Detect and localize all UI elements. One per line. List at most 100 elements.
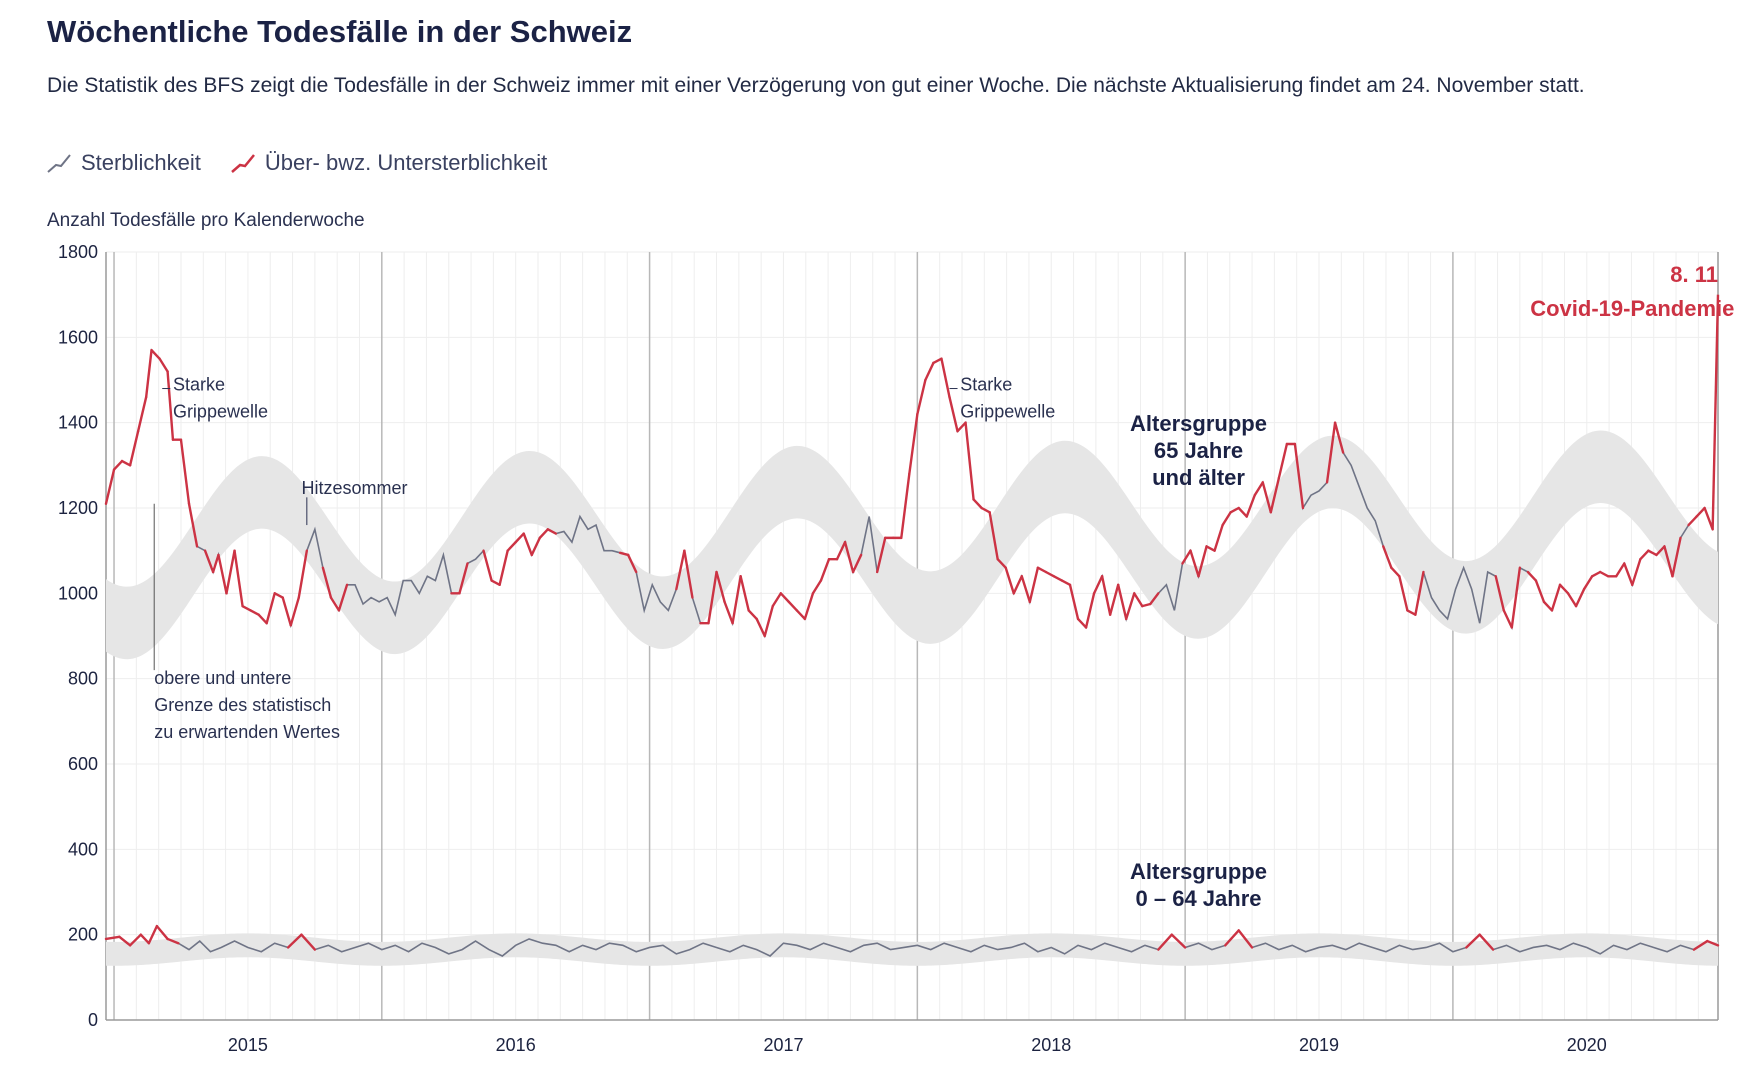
excess-segment [187,502,199,548]
group-label-65plus: Altersgruppe [1130,411,1267,436]
excess-segment [118,935,132,947]
excess-segment [1293,442,1305,510]
excess-segment [120,459,132,467]
excess-segment [1116,583,1128,621]
excess-segment [1100,575,1112,616]
excess-segment [675,549,686,591]
excess-segment [1706,939,1720,947]
excess-segment [1566,592,1578,608]
excess-segment [1406,609,1417,616]
excess-segment [1141,602,1152,608]
excess-segment [321,566,333,599]
excess-segment [795,609,807,621]
excess-segment [763,604,774,638]
excess-segment [988,511,999,561]
excess-segment [1205,545,1216,552]
excess-segment [458,562,469,595]
excess-segment [755,617,766,638]
excess-segment [1229,506,1240,514]
excess-segment [1414,570,1425,616]
annotation-heat: Hitzesommer [301,478,407,498]
excess-segment [1028,566,1040,604]
excess-segment [1020,575,1032,604]
excess-segment [1631,558,1642,586]
excess-segment [964,421,975,501]
excess-segment [530,536,541,557]
expected-band-0-64 [106,933,1718,966]
excess-segment [538,528,550,540]
excess-segment [329,596,341,612]
excess-segment [337,583,349,612]
excess-segment [1044,570,1056,578]
group-label-0-64: Altersgruppe [1130,859,1267,884]
excess-segment [1004,566,1015,595]
excess-segment [1133,592,1144,608]
excess-segment [1197,545,1208,578]
annotation-last-date: 8. 11 [1670,262,1718,287]
excess-segment [1510,566,1522,629]
excess-segment [1582,575,1594,591]
excess-segment [104,935,121,941]
group-label-65plus: und älter [1152,465,1245,490]
excess-segment [300,933,317,951]
annotation-flu-2015: Starke [173,375,225,395]
excess-segment [731,575,742,625]
excess-segment [1084,592,1096,629]
y-tick-label: 0 [88,1010,98,1030]
legend: Sterblichkeit Über- bwz. Untersterblichk… [47,150,577,176]
excess-segment [1655,545,1666,557]
excess-segment [211,553,220,574]
excess-segment [1663,545,1674,578]
annotation-flu-2015: Grippewelle [173,402,268,422]
excess-segment [835,540,847,561]
y-axis-ticks: 0 200 400 600 800 1000 1200 1400 1600 1800 [58,242,98,1030]
excess-segment [482,549,493,582]
excess-segment [1390,566,1401,578]
excess-segment [166,937,180,945]
excess-segment [112,459,124,471]
group-label-0-64: 0 – 64 Jahre [1136,886,1262,911]
excess-segment [1534,579,1546,604]
excess-segment [932,357,943,365]
excess-segment [1052,575,1064,582]
excess-segment [128,933,143,947]
excess-segment [155,924,169,941]
excess-segment [819,558,831,582]
excess-segment [924,361,935,382]
annotation-flu-2017: Grippewelle [960,402,1055,422]
legend-line-red-icon [231,154,255,173]
excess-segment [715,570,726,604]
series-lines [104,294,1720,957]
y-tick-label: 600 [68,754,98,774]
excess-segment [771,592,782,608]
excess-segment [787,600,799,612]
excess-segment [144,348,153,399]
y-tick-label: 200 [68,925,98,945]
excess-segment [1092,575,1104,595]
excess-segment [875,536,887,574]
excess-segment [1526,570,1538,582]
expected-band-65plus [106,430,1718,660]
excess-segment [1687,515,1698,527]
series-line-0-64 [105,924,1719,957]
excess-segment [225,549,236,595]
excess-segment [281,596,292,627]
excess-segment [843,540,855,574]
excess-segment [739,575,750,612]
excess-segment [1157,933,1173,951]
excess-segment [1060,579,1072,586]
excess-segment [273,592,284,599]
annotation-band: zu erwartenden Wertes [154,722,340,742]
y-tick-label: 1800 [58,242,98,262]
excess-segment [956,421,967,433]
excess-segment [1149,592,1160,606]
y-tick-label: 400 [68,839,98,859]
excess-segment [1277,442,1289,480]
excess-segment [233,549,244,608]
excess-segment [916,378,927,416]
excess-segment [104,468,116,505]
excess-segment [1253,481,1264,497]
excess-segment [851,553,863,574]
excess-segment [1598,570,1610,578]
